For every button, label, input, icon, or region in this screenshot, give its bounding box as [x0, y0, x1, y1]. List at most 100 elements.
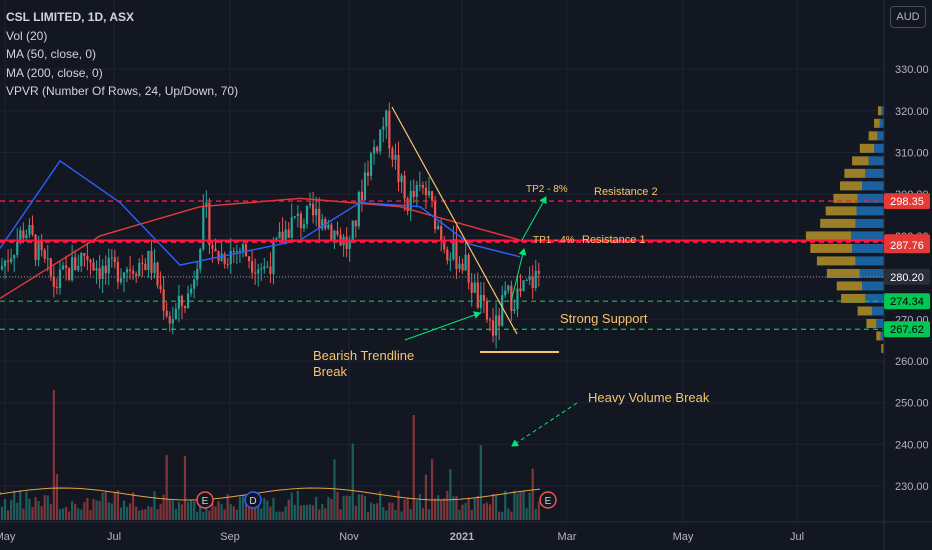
price-label-box	[884, 268, 930, 285]
volume-bar	[440, 500, 443, 520]
volume-bar	[330, 499, 333, 520]
volume-bar	[61, 508, 65, 520]
candle-body	[238, 250, 241, 252]
volume-bar	[284, 506, 287, 520]
candle-body	[278, 231, 281, 239]
indicator-legend: CSL LIMITED, 1D, ASX Vol (20) MA (50, cl…	[6, 8, 238, 101]
volume-bar	[272, 498, 275, 520]
vpvr-down-bar	[826, 268, 860, 278]
candle-body	[266, 266, 269, 268]
y-tick-label: 320.00	[895, 106, 929, 118]
volume-bar	[238, 496, 241, 520]
symbol-title[interactable]: CSL LIMITED, 1D, ASX	[6, 10, 135, 24]
volume-bar	[113, 492, 116, 520]
candle-body	[205, 202, 208, 207]
vpvr-up-bar	[881, 106, 884, 116]
legend-vpvr[interactable]: VPVR (Number Of Rows, 24, Up/Down, 70)	[6, 84, 239, 98]
candle-body	[501, 295, 504, 326]
volume-bar	[510, 511, 513, 520]
y-tick-label: 240.00	[895, 439, 929, 451]
time-axis[interactable]: May Jul Sep Nov 2021 Mar May Jul	[0, 521, 932, 543]
volume-bar	[318, 509, 321, 520]
tp1-label: TP1 - 4%	[533, 235, 575, 246]
ma200-line	[0, 197, 521, 300]
volume-bar	[427, 509, 431, 520]
candle-body	[144, 263, 147, 270]
candle-body	[135, 273, 138, 276]
candle-body	[119, 278, 123, 283]
bearish-break-label: Break	[313, 364, 347, 379]
candle-body	[37, 240, 40, 261]
event-marker[interactable]	[196, 491, 214, 509]
volume-bar	[290, 492, 293, 520]
legend-ma50[interactable]: MA (50, close, 0)	[6, 47, 97, 61]
vpvr-down-bar	[841, 293, 866, 303]
candle-body	[403, 175, 406, 199]
y-tick-label: 250.00	[895, 398, 929, 410]
volume-bar	[373, 504, 376, 520]
bearish-trendline-label: Bearish Trendline	[313, 348, 414, 363]
volume-bar	[369, 502, 373, 520]
candle-body	[488, 319, 492, 321]
candle-body	[55, 286, 58, 288]
drawings	[391, 106, 578, 447]
volume-bar	[129, 503, 132, 520]
event-marker-label: D	[249, 496, 256, 507]
y-tick-label: 330.00	[895, 64, 929, 76]
candle-body	[141, 262, 144, 264]
candle-body	[290, 217, 293, 238]
volume-bar	[177, 502, 180, 520]
volume-bar	[147, 505, 150, 520]
candle-body	[153, 262, 156, 273]
candle-body	[254, 272, 257, 274]
volume-bar	[226, 494, 229, 520]
volume-bar	[162, 494, 165, 520]
candle-body	[485, 301, 489, 320]
volume-bar	[211, 498, 214, 520]
currency-button[interactable]: AUD	[890, 6, 926, 28]
vpvr-up-bar	[874, 143, 884, 153]
price-axis[interactable]: 230.00240.00250.00260.00270.00280.00290.…	[883, 0, 930, 550]
candle-body	[104, 265, 107, 274]
volume-bar	[491, 493, 495, 520]
x-tick-label: Jul	[790, 531, 804, 543]
event-marker[interactable]	[244, 491, 262, 509]
candle-body	[46, 258, 49, 260]
volume-bar	[186, 501, 190, 520]
candle-body	[305, 205, 309, 225]
candle-body	[31, 225, 34, 235]
volume-ma-line	[0, 487, 541, 501]
volume-bar	[107, 502, 110, 520]
candlesticks	[0, 102, 540, 349]
volume-bar	[28, 498, 31, 520]
candle-body	[183, 306, 187, 309]
candle-body	[391, 148, 394, 160]
legend-volume[interactable]: Vol (20)	[6, 28, 48, 43]
volume-bar	[281, 511, 284, 520]
legend-ma200[interactable]: MA (200, close, 0)	[6, 65, 103, 80]
volume-bar	[110, 503, 113, 520]
volume-bar	[229, 504, 232, 520]
candle-body	[52, 276, 55, 287]
volume-bar	[260, 508, 263, 520]
candle-body	[64, 265, 68, 268]
strong-support-label: Strong Support	[560, 311, 648, 326]
volume-bar	[406, 497, 409, 520]
bearish-trendline	[391, 106, 518, 335]
candle-body	[241, 244, 245, 251]
candle-body	[132, 270, 135, 274]
heavy-volume-label: Heavy Volume Break	[588, 390, 710, 405]
candle-body	[10, 258, 13, 263]
event-marker[interactable]	[539, 491, 557, 509]
candle-body	[74, 257, 77, 270]
volume-bar	[275, 511, 278, 520]
candle-body	[0, 266, 4, 270]
candle-body	[34, 234, 37, 261]
candle-body	[269, 266, 272, 274]
candle-body	[247, 256, 251, 262]
candle-body	[235, 251, 238, 253]
candle-body	[296, 213, 299, 217]
vpvr-down-bar	[825, 206, 857, 216]
